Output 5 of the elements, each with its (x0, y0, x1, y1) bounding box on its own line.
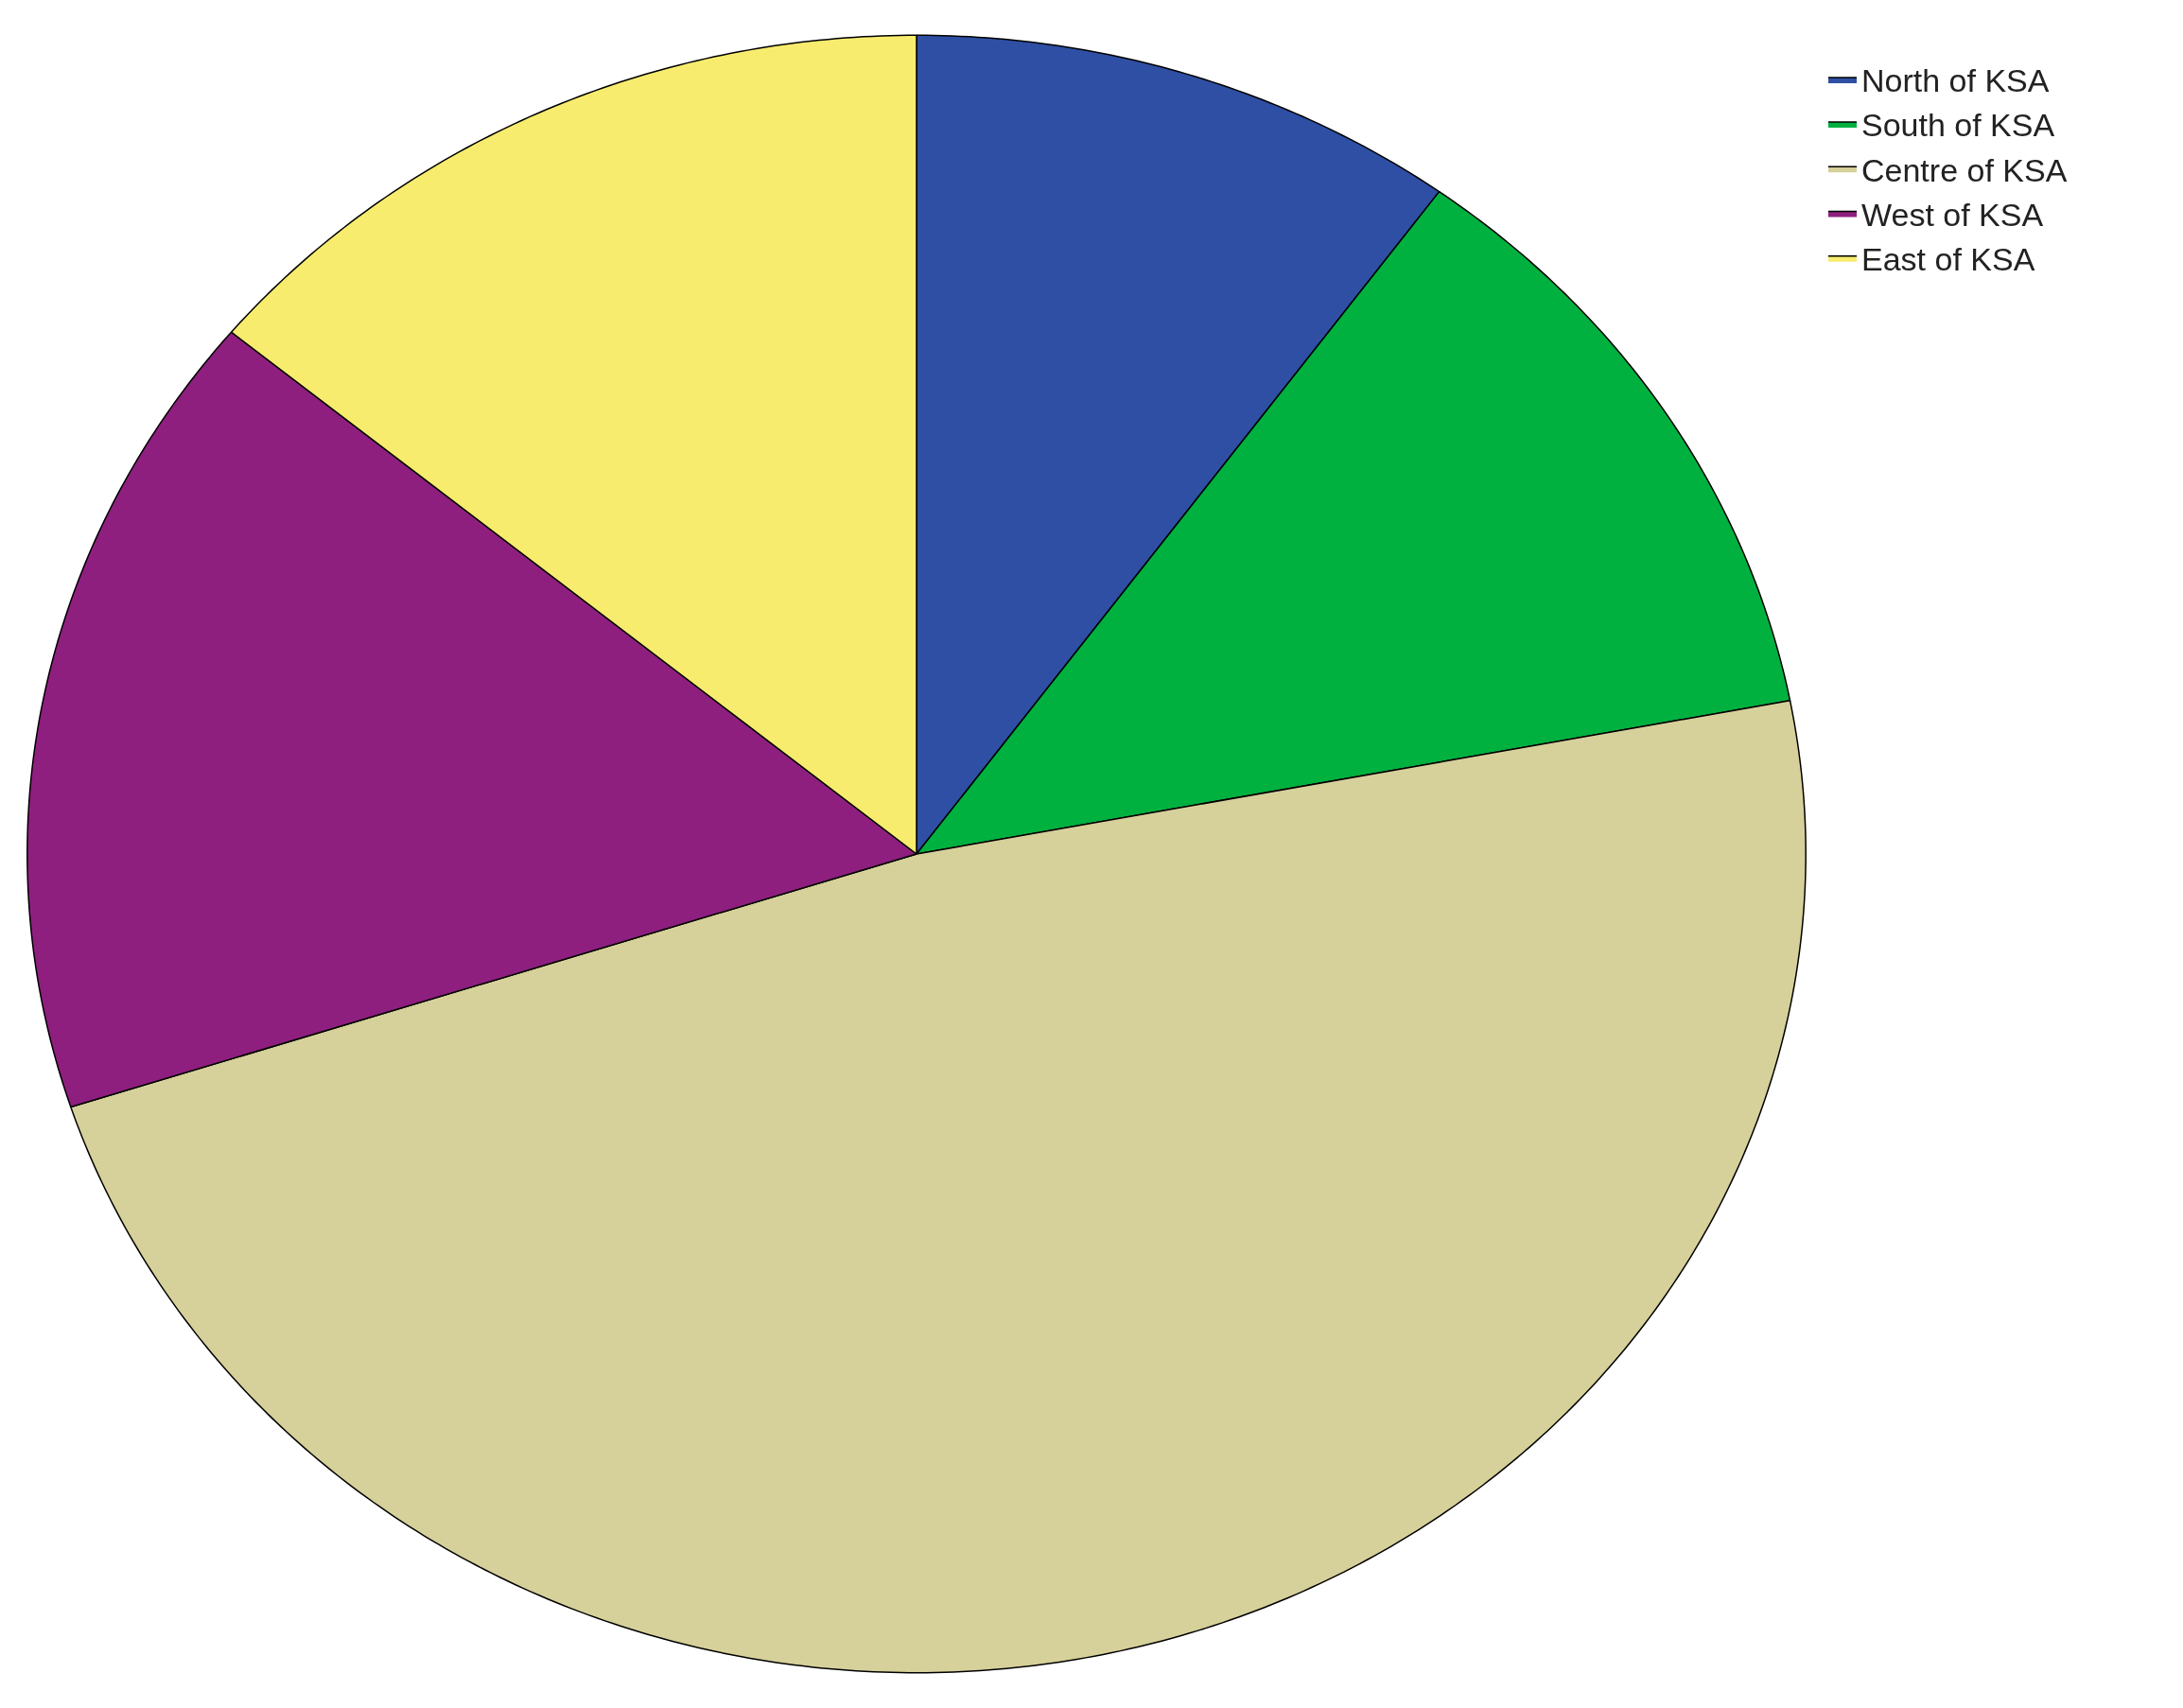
legend-label: West of KSA (1861, 196, 2044, 233)
legend-label: North of KSA (1861, 62, 2050, 99)
legend-label: South of KSA (1861, 107, 2055, 144)
legend-label: East of KSA (1861, 240, 2035, 277)
legend-label: Centre of KSA (1861, 151, 2068, 188)
